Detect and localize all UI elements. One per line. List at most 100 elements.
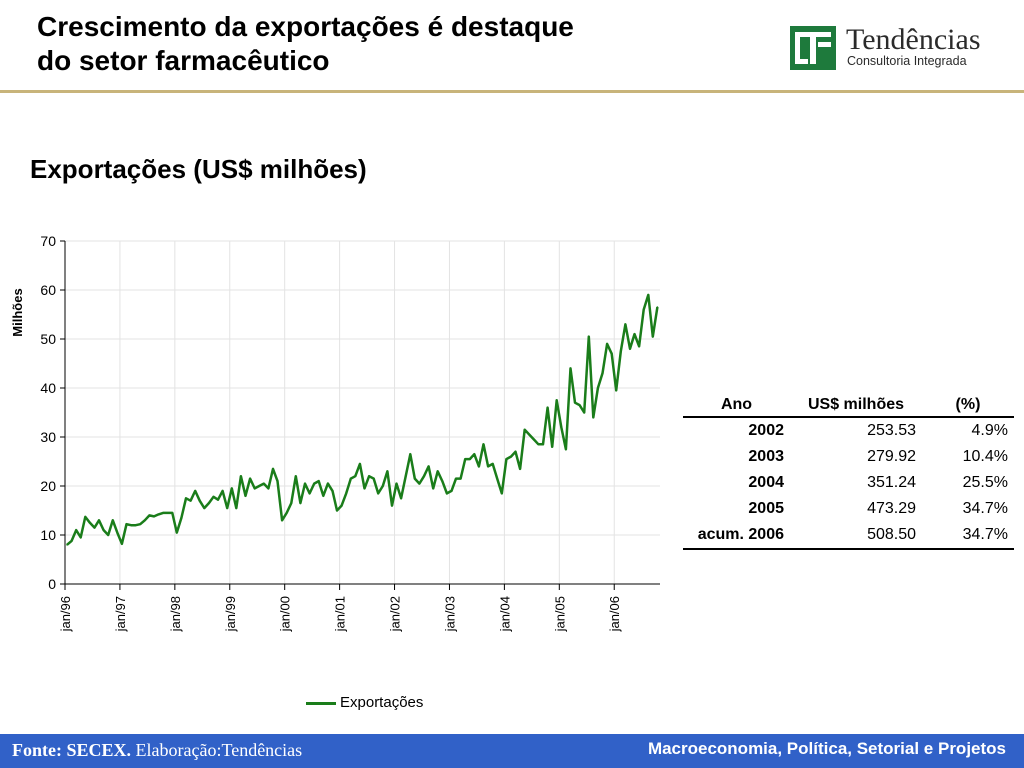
page-title-line-2: do setor farmacêutico xyxy=(37,45,330,76)
data-point xyxy=(546,406,549,409)
data-point xyxy=(290,502,293,504)
x-tick-label: jan/02 xyxy=(388,596,403,632)
cell-percent: 25.5% xyxy=(962,474,1008,491)
data-point xyxy=(395,482,398,485)
cell-year: 2003 xyxy=(748,448,784,465)
data-point xyxy=(276,480,279,482)
data-point xyxy=(331,490,334,492)
data-point xyxy=(107,534,109,536)
data-point xyxy=(235,507,238,509)
chart-heading: Exportações (US$ milhões) xyxy=(30,154,367,184)
data-point xyxy=(139,523,141,525)
data-point xyxy=(295,475,297,477)
data-point xyxy=(166,512,169,514)
data-point xyxy=(84,516,87,518)
y-tick-label: 10 xyxy=(40,527,56,543)
data-point xyxy=(597,387,599,389)
data-point xyxy=(629,348,631,350)
data-point xyxy=(221,490,224,492)
data-point xyxy=(606,343,608,345)
data-point xyxy=(464,458,467,460)
data-point xyxy=(171,512,174,514)
data-point xyxy=(176,531,178,534)
data-point xyxy=(98,519,100,522)
data-point xyxy=(180,517,183,519)
data-point xyxy=(514,450,517,453)
y-tick-label: 40 xyxy=(40,380,56,396)
legend-label: Exportações xyxy=(340,694,424,711)
x-tick-label: jan/98 xyxy=(168,596,183,632)
data-point xyxy=(569,367,572,370)
cell-value: 253.53 xyxy=(867,422,916,439)
data-point xyxy=(285,512,288,514)
y-tick-label: 20 xyxy=(40,478,56,494)
data-point xyxy=(542,443,544,446)
data-point xyxy=(496,477,499,480)
data-point xyxy=(620,350,622,353)
data-point xyxy=(70,540,73,542)
table-row: 2003 279.92 10.4% xyxy=(683,444,1014,470)
data-point xyxy=(592,416,595,419)
col-header-percent: (%) xyxy=(922,394,1014,418)
data-point xyxy=(583,411,585,414)
data-point xyxy=(368,475,370,477)
data-point xyxy=(249,477,251,480)
series-line-exportacoes xyxy=(66,293,659,546)
data-point xyxy=(574,401,576,404)
data-point xyxy=(267,487,270,490)
y-tick-label: 70 xyxy=(40,233,56,249)
data-point xyxy=(418,482,421,485)
table-row: 2004 351.24 25.5% xyxy=(683,470,1014,496)
data-point xyxy=(89,522,91,524)
data-point xyxy=(162,512,164,514)
data-point xyxy=(363,487,366,490)
cell-percent: 10.4% xyxy=(962,448,1008,465)
footer-source: Fonte: SECEX. Elaboração:Tendências xyxy=(12,740,302,761)
data-point xyxy=(157,513,160,516)
x-tick-label: jan/00 xyxy=(278,596,293,632)
page-title-line-1: Crescimento da exportações é destaque xyxy=(37,11,574,42)
data-point xyxy=(148,514,151,517)
data-point xyxy=(404,475,407,477)
data-point xyxy=(185,497,187,500)
data-point xyxy=(487,465,489,468)
data-point xyxy=(427,465,430,468)
table-row: acum. 2006 508.50 34.7% xyxy=(683,522,1014,550)
data-point xyxy=(217,498,219,501)
y-tick-label: 30 xyxy=(40,429,56,445)
data-point xyxy=(537,443,540,446)
x-tick-label: jan/04 xyxy=(497,596,512,632)
footer-source-label: Fonte: SECEX. xyxy=(12,740,132,760)
logo-subtitle: Consultoria Integrada xyxy=(847,54,967,68)
cell-percent: 34.7% xyxy=(962,500,1008,517)
data-point xyxy=(450,490,453,492)
data-point xyxy=(446,492,448,495)
data-point xyxy=(528,433,531,436)
data-point xyxy=(359,463,361,465)
cell-value: 279.92 xyxy=(867,448,916,465)
data-point xyxy=(272,468,274,470)
cell-year: 2005 xyxy=(748,500,784,517)
data-point xyxy=(354,475,357,477)
data-point xyxy=(112,519,114,522)
data-point xyxy=(578,404,581,406)
cell-year: acum. 2006 xyxy=(683,522,790,550)
data-point xyxy=(601,372,604,375)
data-point xyxy=(308,492,311,495)
data-point xyxy=(66,544,68,546)
table-row: 2005 473.29 34.7% xyxy=(683,496,1014,522)
data-point xyxy=(79,536,82,539)
data-point xyxy=(642,308,645,311)
data-point xyxy=(624,323,627,326)
legend-swatch xyxy=(306,702,336,705)
data-point xyxy=(400,497,402,500)
logo-mark-icon xyxy=(790,26,836,70)
data-point xyxy=(523,428,526,431)
data-point xyxy=(473,453,476,455)
cell-year: 2004 xyxy=(748,474,784,491)
data-point xyxy=(551,446,553,448)
data-point xyxy=(610,352,613,355)
data-point xyxy=(336,509,338,512)
y-tick-label: 50 xyxy=(40,331,56,347)
y-axis-label: Milhões xyxy=(10,288,25,336)
